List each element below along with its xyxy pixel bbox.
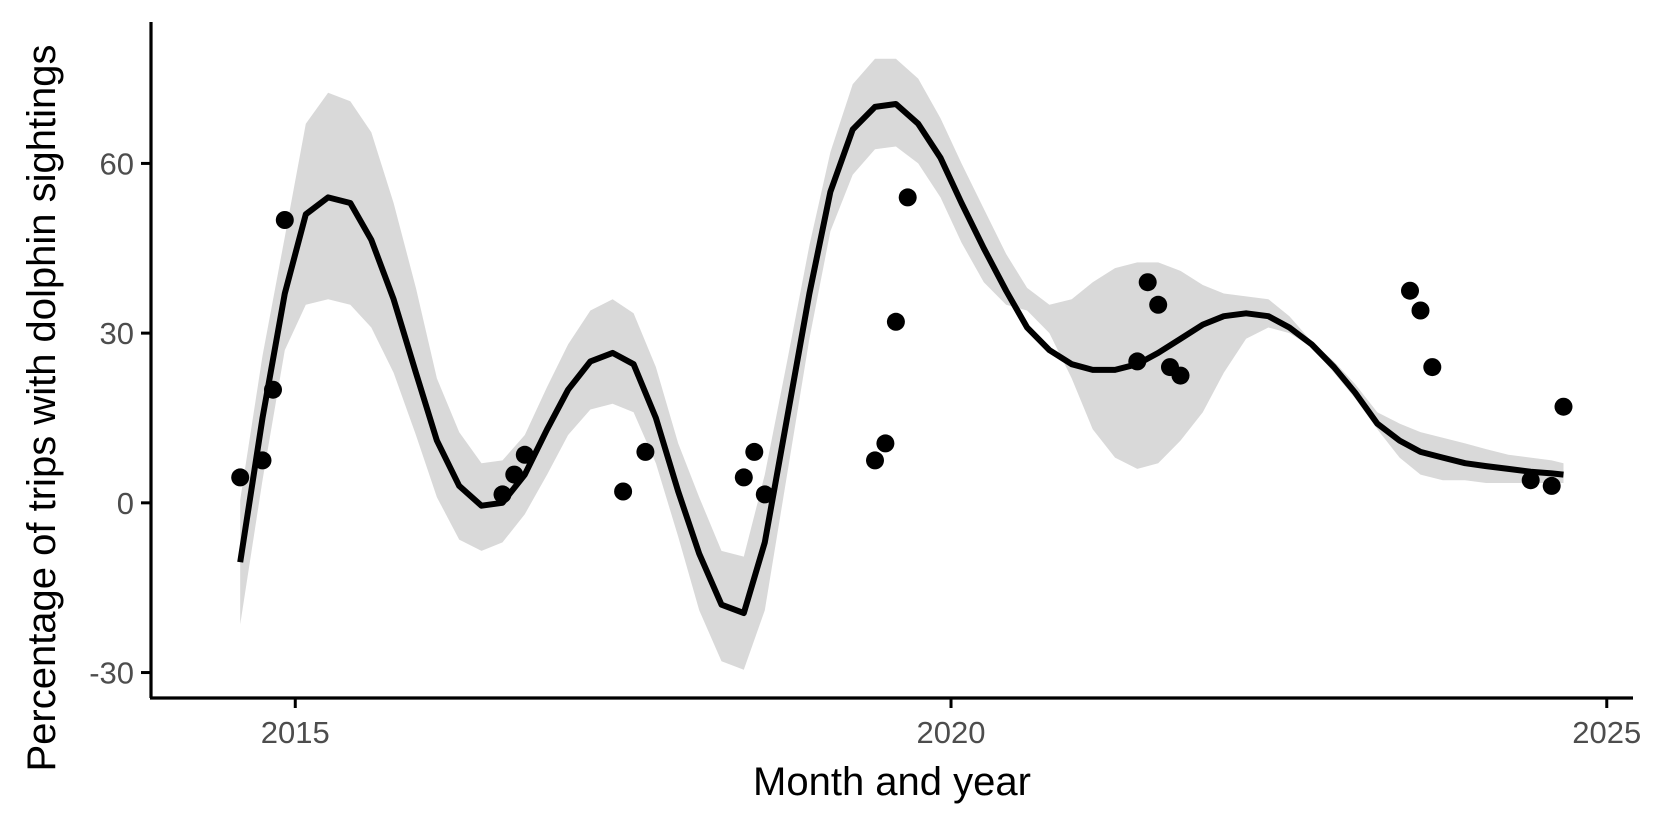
x-tick-label: 2025: [1572, 715, 1641, 750]
data-point: [734, 468, 753, 487]
y-tick-label: 0: [117, 486, 134, 521]
data-point: [1138, 273, 1157, 292]
data-point: [898, 188, 917, 207]
data-point: [1542, 476, 1561, 495]
x-tick-label: 2015: [261, 715, 330, 750]
x-tick-label: 2020: [917, 715, 986, 750]
data-point: [1411, 301, 1430, 320]
data-point: [636, 442, 655, 461]
data-point: [231, 468, 250, 487]
data-point: [614, 482, 633, 501]
data-point: [264, 380, 282, 399]
confidence-band-layer: [240, 58, 1564, 670]
data-point: [886, 312, 905, 331]
data-point: [253, 451, 272, 470]
data-point: [866, 451, 884, 470]
data-point: [493, 485, 512, 504]
data-point: [505, 465, 524, 484]
data-point: [876, 434, 895, 453]
data-points-layer: [231, 188, 1573, 504]
data-point: [1171, 366, 1190, 385]
x-axis-title: Month and year: [753, 760, 1031, 804]
y-axis-title: Percentage of trips with dolphin sightin…: [20, 44, 64, 771]
y-tick-label: 60: [100, 146, 134, 181]
data-point: [1423, 358, 1442, 377]
data-point: [1521, 471, 1540, 490]
smooth-trend-line: [237, 101, 1564, 617]
data-point: [1401, 281, 1419, 300]
smooth-line-layer: [237, 101, 1564, 617]
data-point: [275, 211, 294, 229]
data-point: [1149, 295, 1168, 314]
data-point: [515, 445, 534, 464]
data-point: [1128, 352, 1147, 371]
data-point: [1554, 397, 1573, 416]
y-tick-label: 30: [100, 316, 134, 351]
data-point: [755, 485, 774, 504]
data-point: [745, 442, 764, 461]
axes-layer: [149, 22, 1633, 700]
y-ticks: -30 0 30 60: [89, 146, 151, 691]
x-ticks: 2015 2020 2025: [261, 698, 1641, 750]
confidence-band: [240, 58, 1564, 670]
y-tick-label: -30: [89, 656, 134, 691]
